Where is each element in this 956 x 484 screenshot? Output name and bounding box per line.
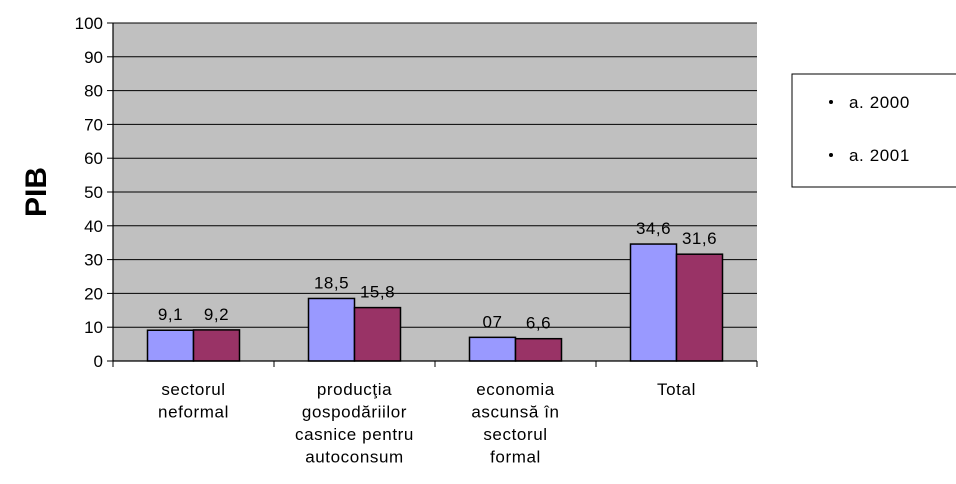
bar (307, 297, 356, 362)
data-label: 9,2 (204, 305, 229, 324)
x-category-label: formal (490, 448, 541, 467)
y-tick-label: 40 (84, 217, 103, 236)
bar (629, 243, 678, 362)
data-label: 31,6 (682, 229, 717, 248)
y-tick-label: 30 (84, 251, 103, 270)
gridlines (113, 22, 757, 328)
x-category-label: casnice pentru (295, 425, 414, 444)
legend-bullet (829, 153, 833, 157)
y-tick-label: 100 (75, 14, 103, 33)
legend-box (791, 73, 956, 188)
bar (192, 329, 241, 362)
y-tick-label: 0 (94, 352, 103, 371)
bars (146, 243, 724, 362)
x-category-label: gospodăriilor (302, 403, 407, 422)
y-tick-label: 10 (84, 318, 103, 337)
y-tick-label: 70 (84, 115, 103, 134)
bar (468, 336, 517, 362)
data-label: 9,1 (158, 305, 183, 324)
x-category-label: ascunsă în (471, 403, 559, 422)
bar (353, 306, 402, 362)
y-tick-label: 90 (84, 48, 103, 67)
data-label: 07 (483, 312, 503, 331)
x-category-label: sectorul (483, 425, 547, 444)
y-tick-label: 60 (84, 149, 103, 168)
legend-bullet (829, 100, 833, 104)
legend-entry: a. 2000 (849, 93, 910, 112)
legend: a. 2000 a. 2001 (791, 73, 956, 188)
y-tick-label: 80 (84, 82, 103, 101)
bar (146, 329, 195, 362)
x-category-label: autoconsum (305, 448, 404, 467)
x-category-label: neformal (158, 403, 229, 422)
y-tick-label: 50 (84, 183, 103, 202)
data-label: 6,6 (526, 314, 551, 333)
x-category-label: economia (476, 380, 555, 399)
bar (675, 253, 724, 362)
bar (514, 337, 563, 362)
x-category-label: sectorul (161, 380, 225, 399)
axes: 0 10 20 30 40 50 60 70 80 90 100 sectorul neformal pr… (75, 14, 758, 467)
data-labels: 9,1 9,2 18,5 15,8 07 6,6 34,6 31,6 (158, 219, 717, 333)
data-label: 15,8 (360, 283, 395, 302)
legend-entry: a. 2001 (849, 146, 910, 165)
y-axis-title: PIB (20, 167, 53, 217)
x-category-label: Total (657, 380, 696, 399)
data-label: 34,6 (636, 219, 671, 238)
x-category-label: producţia (317, 380, 392, 399)
data-label: 18,5 (314, 273, 349, 292)
y-tick-label: 20 (84, 284, 103, 303)
